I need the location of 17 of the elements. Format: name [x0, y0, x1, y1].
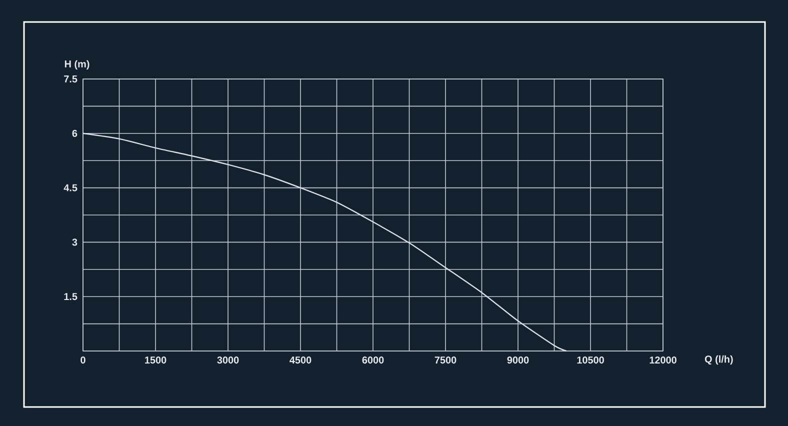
x-axis-title: Q (l/h)	[704, 355, 733, 365]
x-tick-label: 0	[80, 356, 86, 364]
y-tick-label: 3	[72, 238, 78, 246]
y-tick-label: 7.5	[64, 76, 78, 82]
y-tick-label: 6	[72, 130, 78, 137]
line-series	[82, 132, 567, 352]
y-tick-label: 1.5	[64, 293, 78, 300]
x-tick-label: 10500	[577, 356, 604, 364]
x-tick-label: 6000	[362, 356, 384, 364]
x-tick-label: 7500	[434, 356, 456, 364]
y-tick-label: 4.5	[64, 184, 78, 192]
x-tick-label: 12000	[650, 356, 676, 364]
x-tick-label: 4500	[290, 356, 312, 364]
x-tick-label: 9000	[507, 356, 529, 364]
y-axis-title: H (m)	[64, 60, 90, 70]
x-tick-label: 1500	[145, 356, 166, 364]
x-tick-label: 3000	[217, 356, 239, 364]
